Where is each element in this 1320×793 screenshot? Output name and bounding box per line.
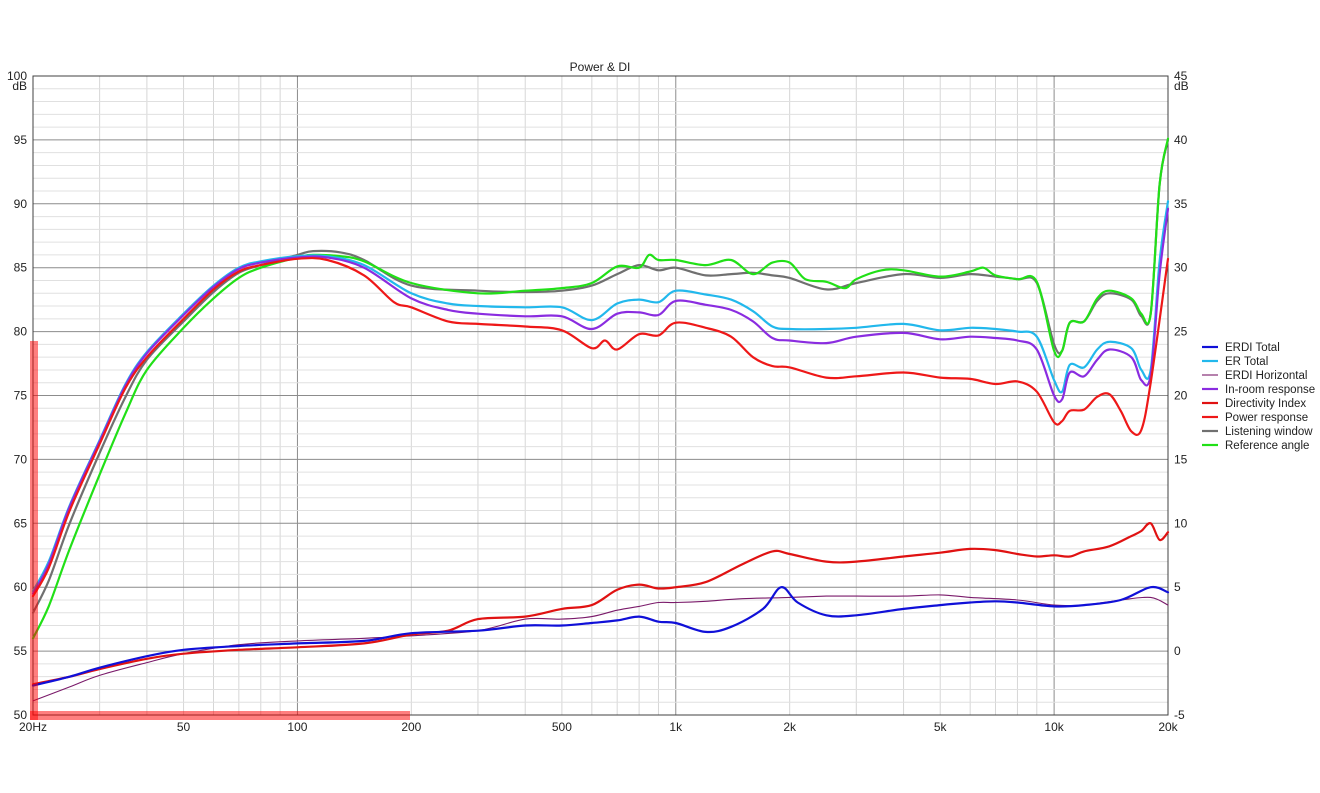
y-tick-label: 50 xyxy=(14,708,28,722)
y-tick-label: 90 xyxy=(14,197,28,211)
legend-label-reference-angle: Reference angle xyxy=(1225,440,1309,452)
highlight-vertical-bar xyxy=(30,341,38,720)
y-tick-label: 70 xyxy=(14,452,28,466)
x-tick-label: 1k xyxy=(669,720,683,734)
y2-tick-label: 5 xyxy=(1174,580,1181,594)
legend-label-erdi-total: ERDI Total xyxy=(1225,342,1280,354)
series-line-power-response xyxy=(31,256,1170,598)
legend-label-listening-window: Listening window xyxy=(1225,426,1313,438)
y-tick-label: 55 xyxy=(14,644,28,658)
series-line-erdi-horizontal xyxy=(32,594,1169,702)
legend: ERDI Total ER Total ERDI Horizontal In-room… xyxy=(1202,342,1315,452)
y-tick-label: 60 xyxy=(14,580,28,594)
x-tick-label: 500 xyxy=(552,720,572,734)
x-tick-label: 10k xyxy=(1044,720,1064,734)
legend-label-power-response: Power response xyxy=(1225,412,1308,424)
y2-axis-unit-label: dB xyxy=(1174,79,1189,93)
highlight-bracket xyxy=(30,341,410,720)
y-tick-label: 95 xyxy=(14,133,28,147)
y2-tick-label: -5 xyxy=(1174,708,1185,722)
y-tick-label: 65 xyxy=(14,516,28,530)
x-tick-label: 50 xyxy=(177,720,191,734)
series-group xyxy=(31,137,1170,702)
y2-tick-label: 15 xyxy=(1174,452,1188,466)
series-line-in-room-response xyxy=(31,207,1170,595)
x-tick-label: 200 xyxy=(401,720,421,734)
legend-label-erdi-horizontal: ERDI Horizontal xyxy=(1225,370,1307,382)
y-axis-ticks: 50 55 60 65 70 75 80 85 90 95 100 xyxy=(7,69,27,722)
y-tick-label: 75 xyxy=(14,389,28,403)
series-line-erdi-total xyxy=(31,585,1170,687)
x-tick-label: 5k xyxy=(934,720,948,734)
y-tick-label: 85 xyxy=(14,261,28,275)
y2-tick-label: 35 xyxy=(1174,197,1188,211)
y-axis-unit-label: dB xyxy=(12,79,27,93)
legend-label-directivity-index: Directivity Index xyxy=(1225,398,1306,410)
y2-tick-label: 20 xyxy=(1174,389,1188,403)
y2-tick-label: 0 xyxy=(1174,644,1181,658)
x-tick-label: 2k xyxy=(783,720,797,734)
y-tick-label: 100 xyxy=(7,69,27,83)
series-line-directivity-index xyxy=(31,522,1170,686)
y2-tick-label: 30 xyxy=(1174,261,1188,275)
y2-tick-label: 45 xyxy=(1174,69,1188,83)
y2-tick-label: 40 xyxy=(1174,133,1188,147)
x-tick-label: 20k xyxy=(1158,720,1178,734)
highlight-horizontal-bar xyxy=(30,711,410,720)
legend-label-er-total: ER Total xyxy=(1225,356,1268,368)
x-tick-label: 100 xyxy=(287,720,307,734)
y-tick-label: 80 xyxy=(14,325,28,339)
x-axis-ticks: 20Hz 50 100 200 500 1k 2k 5k 10k 20k xyxy=(19,720,1179,734)
series-line-reference-angle xyxy=(31,137,1170,640)
legend-label-in-room-response: In-room response xyxy=(1225,384,1315,396)
y2-axis-ticks: -5 0 5 10 15 20 25 30 35 40 45 xyxy=(1174,69,1188,722)
x-tick-label: 20Hz xyxy=(19,720,47,734)
y2-tick-label: 10 xyxy=(1174,516,1188,530)
chart-title: Power & DI xyxy=(570,60,631,74)
y2-tick-label: 25 xyxy=(1174,325,1188,339)
